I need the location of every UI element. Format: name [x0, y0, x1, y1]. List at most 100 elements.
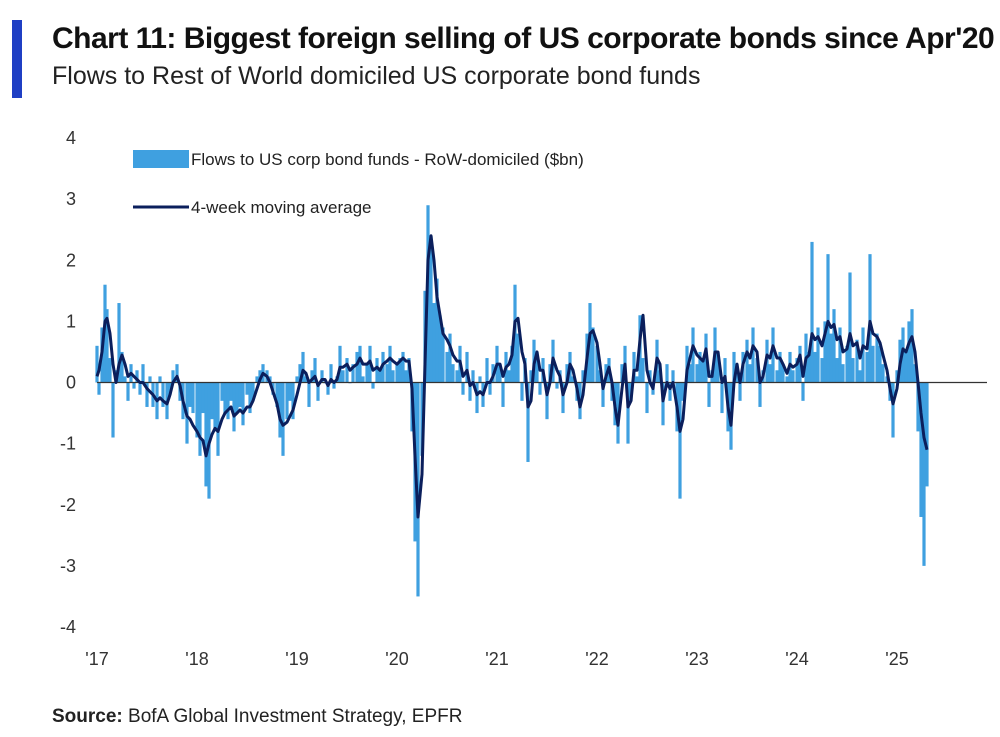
flow-bar: [695, 364, 699, 383]
flow-bar: [835, 358, 839, 383]
flow-bar: [868, 254, 872, 383]
y-tick-label: -4: [60, 617, 76, 637]
y-tick-label: -3: [60, 556, 76, 576]
flow-bar: [235, 382, 239, 414]
flow-bar: [451, 364, 455, 383]
flow-bar: [535, 351, 539, 383]
flow-bar: [171, 370, 175, 383]
y-tick-label: 2: [66, 250, 76, 270]
flow-bar: [861, 327, 865, 383]
flow-bar: [97, 382, 101, 395]
flow-bar: [232, 382, 236, 432]
flow-bar: [332, 382, 336, 389]
flow-bar: [875, 333, 879, 383]
flow-bar: [213, 382, 217, 432]
flow-bar: [255, 376, 259, 383]
flow-bar: [438, 315, 442, 383]
flow-bar: [310, 370, 314, 383]
source-label: Source:: [52, 706, 123, 727]
flow-bar: [120, 351, 124, 383]
x-tick-label: '17: [85, 649, 108, 669]
x-tick-label: '23: [685, 649, 708, 669]
moving-average-line: [95, 234, 929, 519]
flow-bar: [925, 382, 929, 487]
source-text: BofA Global Investment Strategy, EPFR: [128, 706, 463, 727]
y-tick-label: 3: [66, 189, 76, 209]
flow-bar: [223, 382, 227, 414]
flow-bar: [732, 351, 736, 383]
flow-bar: [738, 382, 742, 401]
flow-bar: [95, 345, 99, 383]
flow-bar: [275, 382, 279, 407]
flow-bar: [238, 382, 242, 407]
flow-bar: [301, 351, 305, 383]
flow-bar: [771, 327, 775, 383]
y-tick-label: 0: [66, 373, 76, 393]
flow-bar: [645, 382, 649, 414]
flow-bar: [355, 351, 359, 383]
flow-bar: [668, 382, 672, 401]
flow-bar: [138, 382, 142, 395]
legend-bar-swatch: [133, 150, 189, 168]
flow-bar: [632, 351, 636, 383]
flow-bar: [385, 364, 389, 383]
flow-bar: [391, 370, 395, 383]
flow-bar: [198, 382, 202, 456]
x-tick-label: '25: [885, 649, 908, 669]
flow-bar: [671, 370, 675, 383]
flow-bar: [141, 364, 145, 383]
flow-bar: [316, 382, 320, 401]
flow-bar: [188, 382, 192, 407]
flow-bar: [278, 382, 282, 438]
flow-bar: [338, 345, 342, 383]
flow-bar: [601, 382, 605, 407]
flow-bar: [111, 382, 115, 438]
flow-bar: [123, 376, 127, 383]
flow-bar: [661, 382, 665, 426]
flow-bar: [810, 241, 814, 383]
flow-bar: [388, 345, 392, 383]
flow-bar: [581, 370, 585, 383]
flow-bar: [468, 382, 472, 401]
flow-bar: [108, 358, 112, 383]
flow-bar: [220, 382, 224, 401]
y-tick-label: 1: [66, 311, 76, 331]
flow-bar: [365, 364, 369, 383]
flow-bar: [478, 376, 482, 383]
y-tick-label: -1: [60, 434, 76, 454]
flow-bar: [707, 382, 711, 407]
flow-bar: [520, 382, 524, 401]
flow-bar: [145, 382, 149, 407]
legend-line-label: 4-week moving average: [191, 198, 371, 217]
x-tick-label: '20: [385, 649, 408, 669]
flow-bar: [791, 370, 795, 383]
flow-bar: [785, 376, 789, 383]
x-tick-label: '22: [585, 649, 608, 669]
title-accent-bar: [12, 20, 22, 98]
flow-bar: [375, 358, 379, 383]
flow-bar: [175, 364, 179, 383]
flow-bar: [748, 364, 752, 383]
flow-bar: [698, 351, 702, 383]
flow-bar: [635, 376, 639, 383]
legend-bar-label: Flows to US corp bond funds - RoW-domici…: [191, 150, 584, 169]
flow-bar: [307, 382, 311, 407]
flow-bar: [775, 370, 779, 383]
flow-bar: [245, 382, 249, 395]
flow-bar: [161, 382, 165, 407]
flow-bar: [485, 358, 489, 383]
flow-bar: [117, 303, 121, 383]
flow-bar: [216, 382, 220, 456]
flow-bar: [832, 309, 836, 383]
flow-bar: [371, 382, 375, 389]
flow-bar: [816, 327, 820, 383]
flow-bar: [826, 254, 830, 383]
flow-bar: [204, 382, 208, 487]
flow-bar: [361, 376, 365, 383]
flow-bar: [561, 382, 565, 414]
flow-bar: [501, 382, 505, 407]
flow-bar: [195, 382, 199, 438]
flow-bar: [105, 309, 109, 383]
flow-bar: [358, 345, 362, 383]
flow-bar: [538, 382, 542, 395]
